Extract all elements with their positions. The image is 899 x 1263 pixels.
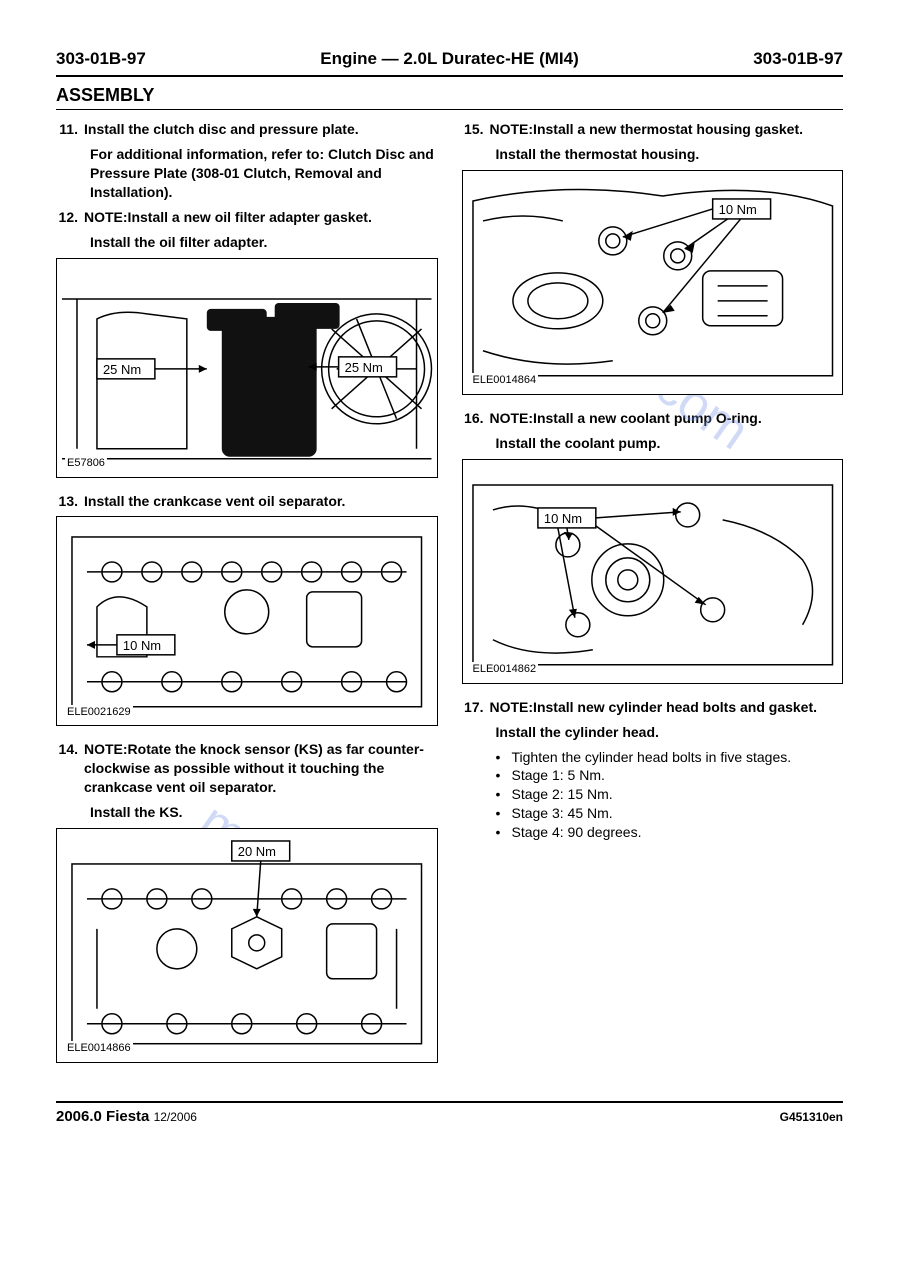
left-column: 11. Install the clutch disc and pressure…: [56, 120, 438, 1077]
list-item: Stage 4: 90 degrees.: [496, 823, 844, 842]
list-item: Tighten the cylinder head bolts in five …: [496, 748, 844, 767]
torque-label: 10 Nm: [123, 638, 161, 653]
step-11-sub: For additional information, refer to: Cl…: [90, 145, 438, 202]
step-title: Install the crankcase vent oil separator…: [84, 492, 438, 511]
torque-label: 20 Nm: [238, 844, 276, 859]
torque-label: 25 Nm: [103, 361, 141, 376]
list-item: Stage 1: 5 Nm.: [496, 766, 844, 785]
step-16-sub: Install the coolant pump.: [496, 434, 844, 453]
step-number: 17.: [462, 698, 490, 717]
step-title: NOTE:Rotate the knock sensor (KS) as far…: [84, 740, 438, 797]
step-14: 14. NOTE:Rotate the knock sensor (KS) as…: [56, 740, 438, 797]
footer-docref: G451310en: [780, 1109, 843, 1125]
figure-crankcase-vent-separator: 10 Nm ELE0021629: [56, 516, 438, 726]
step-title: NOTE:Install new cylinder head bolts and…: [490, 698, 844, 717]
header-center: Engine — 2.0L Duratec-HE (MI4): [146, 48, 753, 71]
list-item: Stage 2: 15 Nm.: [496, 785, 844, 804]
torque-label: 10 Nm: [718, 202, 756, 217]
step-11: 11. Install the clutch disc and pressure…: [56, 120, 438, 139]
torque-label: 10 Nm: [543, 511, 581, 526]
torque-label: 25 Nm: [345, 359, 383, 374]
section-title: ASSEMBLY: [56, 83, 843, 110]
figure-thermostat-housing: 10 Nm ELE0014864: [462, 170, 844, 395]
figure-coolant-pump: 10 Nm ELE0014862: [462, 459, 844, 684]
footer-model: 2006.0 Fiesta: [56, 1108, 149, 1125]
right-column: 15. NOTE:Install a new thermostat housin…: [462, 120, 844, 1077]
page-footer: 2006.0 Fiesta 12/2006 G451310en: [56, 1101, 843, 1127]
step-16: 16. NOTE:Install a new coolant pump O-ri…: [462, 409, 844, 428]
header-right: 303-01B-97: [753, 48, 843, 71]
step-title: NOTE:Install a new coolant pump O-ring.: [490, 409, 844, 428]
step-number: 12.: [56, 208, 84, 227]
step-15: 15. NOTE:Install a new thermostat housin…: [462, 120, 844, 139]
step-number: 11.: [56, 120, 84, 139]
step-12: 12. NOTE:Install a new oil filter adapte…: [56, 208, 438, 227]
figure-id: ELE0014862: [471, 662, 539, 677]
step-title: Install the clutch disc and pressure pla…: [84, 120, 438, 139]
footer-left: 2006.0 Fiesta 12/2006: [56, 1107, 197, 1127]
content-columns: 11. Install the clutch disc and pressure…: [56, 120, 843, 1077]
figure-id: ELE0021629: [65, 705, 133, 720]
page-header: 303-01B-97 Engine — 2.0L Duratec-HE (MI4…: [56, 48, 843, 77]
header-left: 303-01B-97: [56, 48, 146, 71]
figure-id: ELE0014866: [65, 1041, 133, 1056]
figure-id: E57806: [65, 456, 107, 471]
step-12-sub: Install the oil filter adapter.: [90, 233, 438, 252]
step-17-sub: Install the cylinder head.: [496, 723, 844, 742]
step-17-bullets: Tighten the cylinder head bolts in five …: [496, 748, 844, 842]
step-title: NOTE:Install a new oil filter adapter ga…: [84, 208, 438, 227]
step-13: 13. Install the crankcase vent oil separ…: [56, 492, 438, 511]
step-14-sub: Install the KS.: [90, 803, 438, 822]
list-item: Stage 3: 45 Nm.: [496, 804, 844, 823]
figure-oil-filter-adapter: 25 Nm 25 Nm E57806: [56, 258, 438, 478]
step-number: 16.: [462, 409, 490, 428]
step-17: 17. NOTE:Install new cylinder head bolts…: [462, 698, 844, 717]
figure-id: ELE0014864: [471, 373, 539, 388]
step-title: NOTE:Install a new thermostat housing ga…: [490, 120, 844, 139]
figure-knock-sensor: 20 Nm ELE0014866: [56, 828, 438, 1063]
step-15-sub: Install the thermostat housing.: [496, 145, 844, 164]
footer-date: 12/2006: [154, 1110, 197, 1124]
step-number: 13.: [56, 492, 84, 511]
step-number: 15.: [462, 120, 490, 139]
step-number: 14.: [56, 740, 84, 797]
